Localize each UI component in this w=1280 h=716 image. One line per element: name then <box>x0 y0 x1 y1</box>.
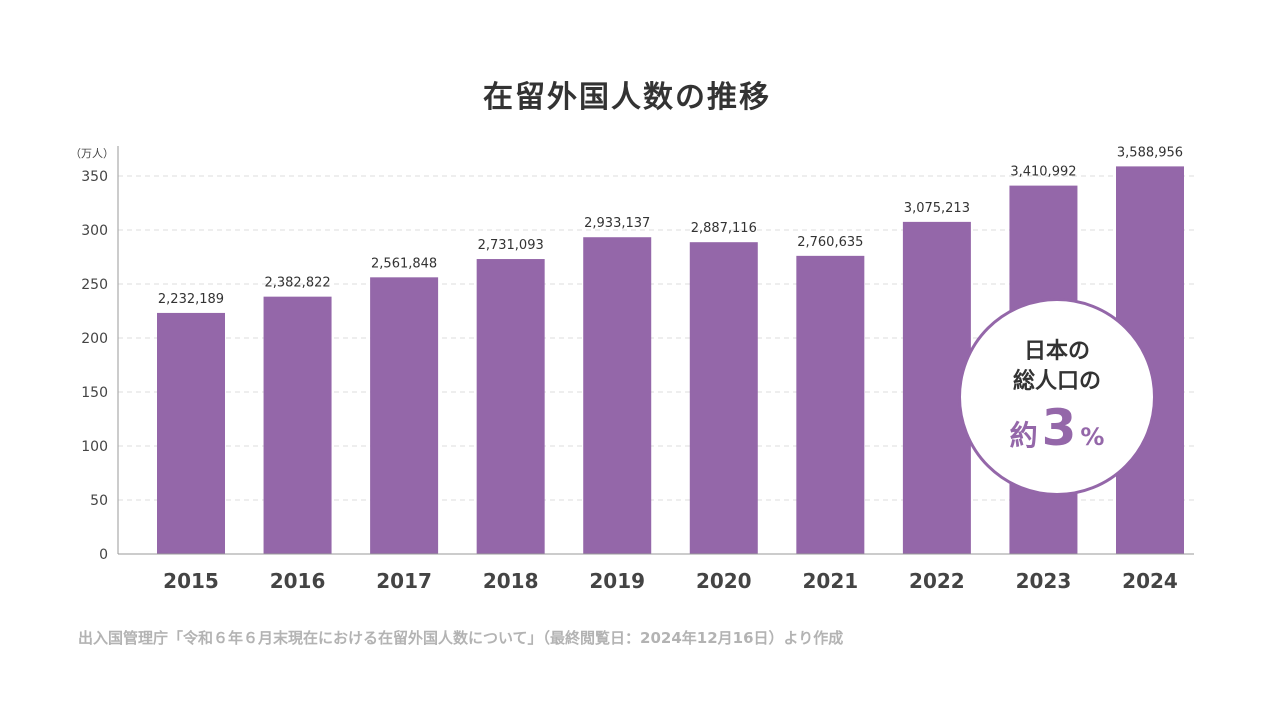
y-tick-label: 300 <box>81 223 108 239</box>
data-label-2024: 3,588,956 <box>1117 145 1183 160</box>
bar-2017 <box>370 277 439 554</box>
callout-prefix: 約 <box>1009 419 1038 452</box>
data-label-2021: 2,760,635 <box>797 235 863 250</box>
y-axis-unit-label: （万人） <box>70 147 114 160</box>
x-tick-label-2022: 2022 <box>909 569 965 593</box>
bar-2019 <box>583 237 652 555</box>
x-tick-label-2023: 2023 <box>1016 569 1072 593</box>
x-tick-label-2017: 2017 <box>376 569 432 593</box>
data-label-2016: 2,382,822 <box>264 276 330 291</box>
data-label-2019: 2,933,137 <box>584 216 650 231</box>
bar-2016 <box>263 296 332 554</box>
y-tick-label: 0 <box>99 547 108 563</box>
data-label-2022: 3,075,213 <box>904 201 970 216</box>
axes <box>117 146 1194 555</box>
population-share-callout: 日本の 総人口の 約 3 % <box>958 298 1156 496</box>
x-tick-label-2016: 2016 <box>270 569 326 593</box>
y-tick-label: 150 <box>81 385 108 401</box>
labels: 0 50 100 150 200 250 300 350 （万人） 2,232,189 2015 2,… <box>70 145 1183 593</box>
y-tick-label: 200 <box>81 331 108 347</box>
x-tick-label-2024: 2024 <box>1122 569 1178 593</box>
chart-title: 在留外国人数の推移 <box>483 80 771 115</box>
bar-2021 <box>796 255 865 554</box>
x-tick-label-2020: 2020 <box>696 569 752 593</box>
x-tick-label-2018: 2018 <box>483 569 539 593</box>
callout-value-row: 約 3 % <box>1010 399 1105 457</box>
bar-2015 <box>157 312 225 554</box>
data-label-2015: 2,232,189 <box>158 292 224 307</box>
data-label-2017: 2,561,848 <box>371 256 437 271</box>
callout-suffix: % <box>1080 423 1105 451</box>
x-tick-label-2015: 2015 <box>163 569 219 593</box>
callout-line-1: 日本の <box>1023 339 1090 364</box>
callout-value: 3 <box>1041 399 1077 457</box>
data-label-2018: 2,731,093 <box>478 238 544 253</box>
x-tick-label-2021: 2021 <box>802 569 858 593</box>
data-label-2020: 2,887,116 <box>691 221 757 236</box>
y-tick-label: 100 <box>81 439 108 455</box>
y-tick-label: 50 <box>90 493 108 509</box>
bar-2018 <box>476 259 545 554</box>
x-tick-label-2019: 2019 <box>589 569 645 593</box>
bar-2020 <box>689 242 758 554</box>
data-label-2023: 3,410,992 <box>1010 165 1076 180</box>
y-tick-label: 250 <box>81 277 108 293</box>
callout-line-2: 総人口の <box>1012 369 1101 394</box>
source-note: 出入国管理庁「令和６年６月末現在における在留外国人数について」（最終閲覧日：20… <box>78 629 844 647</box>
y-tick-label: 350 <box>81 169 108 185</box>
